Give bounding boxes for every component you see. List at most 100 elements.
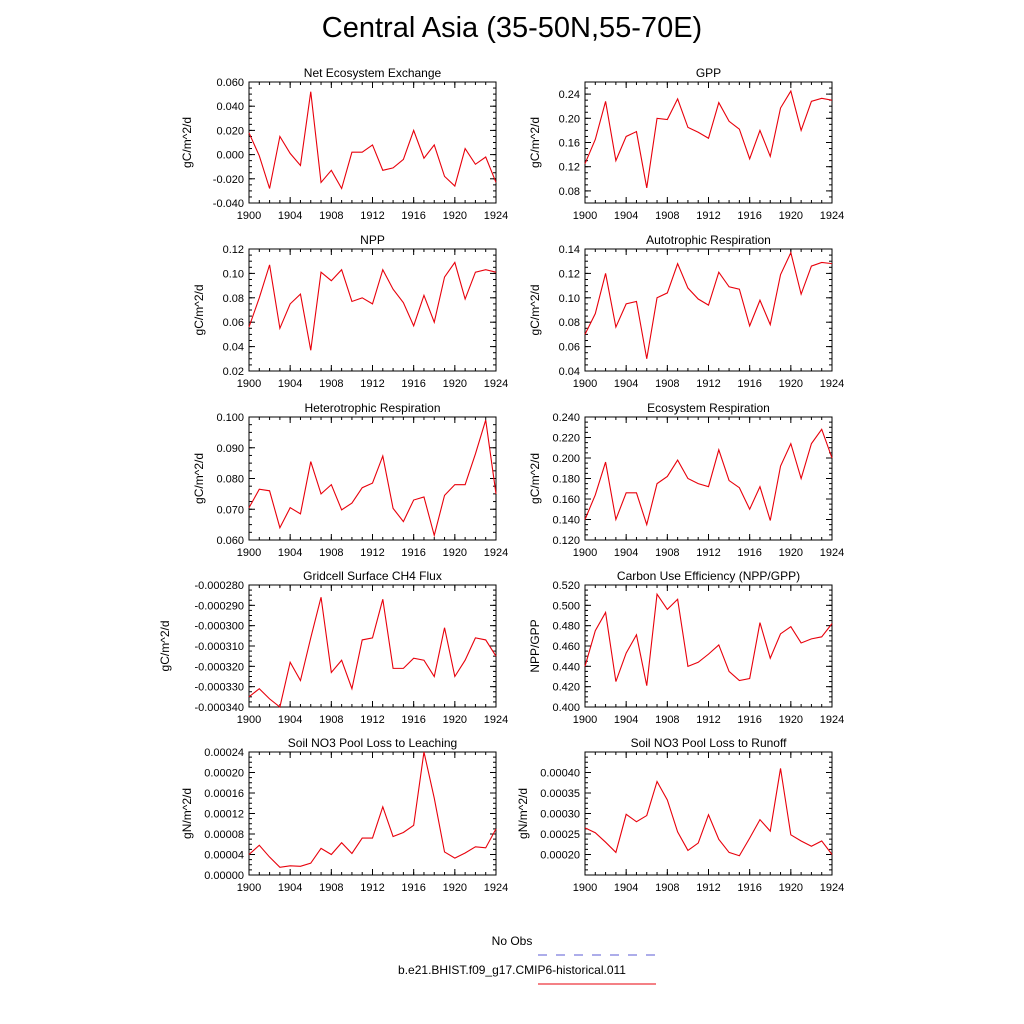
x-tick-label: 1916	[401, 547, 425, 559]
x-tick-label: 1900	[237, 882, 261, 894]
x-tick-label: 1916	[737, 547, 761, 559]
y-tick-label: 0.00012	[204, 809, 244, 821]
y-tick-label: 0.06	[559, 342, 580, 354]
x-tick-label: 1912	[360, 714, 384, 726]
y-axis-label: NPP/GPP	[528, 619, 542, 672]
x-tick-label: 1908	[319, 378, 343, 390]
y-tick-label: 0.00030	[540, 809, 580, 821]
y-tick-label: 0.00004	[204, 850, 244, 862]
x-tick-label: 1912	[696, 882, 720, 894]
x-tick-label: 1920	[443, 378, 467, 390]
x-tick-label: 1912	[360, 547, 384, 559]
plot-frame	[248, 248, 497, 372]
plot-title: Gridcell Surface CH4 Flux	[303, 569, 442, 583]
x-tick-label: 1908	[319, 882, 343, 894]
y-tick-label: -0.000320	[194, 661, 244, 673]
x-tick-label: 1904	[278, 882, 302, 894]
x-tick-label: 1908	[655, 714, 679, 726]
x-tick-label: 1900	[573, 714, 597, 726]
y-tick-label: 0.440	[552, 661, 580, 673]
y-tick-label: 0.20	[559, 113, 580, 125]
series-line	[248, 419, 497, 538]
x-tick-label: 1908	[319, 714, 343, 726]
y-tick-label: 0.14	[559, 244, 580, 256]
x-tick-label: 1920	[443, 547, 467, 559]
x-tick-label: 1900	[237, 378, 261, 390]
x-tick-label: 1904	[278, 210, 302, 222]
x-tick-label: 1920	[779, 378, 803, 390]
y-tick-label: 0.00024	[204, 747, 244, 759]
y-tick-label: 0.080	[216, 474, 244, 486]
plot-title: Autotrophic Respiration	[646, 233, 771, 247]
x-tick-label: 1924	[484, 882, 508, 894]
x-tick-label: 1900	[573, 378, 597, 390]
y-axis-label: gC/m^2/d	[192, 453, 206, 504]
x-tick-label: 1912	[360, 378, 384, 390]
x-tick-label: 1916	[401, 714, 425, 726]
x-tick-label: 1916	[401, 882, 425, 894]
y-tick-label: 0.00016	[204, 788, 244, 800]
y-axis-label: gC/m^2/d	[528, 453, 542, 504]
y-tick-label: 0.16	[559, 138, 580, 150]
x-tick-label: 1908	[655, 547, 679, 559]
plot-frame	[584, 416, 833, 541]
x-tick-label: 1920	[779, 714, 803, 726]
x-tick-label: 1912	[696, 714, 720, 726]
y-tick-label: 0.00035	[540, 788, 580, 800]
y-tick-label: -0.000290	[194, 600, 244, 612]
series-line	[248, 597, 497, 708]
y-axis-label: gC/m^2/d	[180, 117, 194, 168]
x-tick-label: 1904	[614, 882, 638, 894]
x-tick-label: 1900	[573, 882, 597, 894]
y-tick-label: 0.08	[559, 186, 580, 198]
y-tick-label: 0.02	[223, 366, 244, 378]
x-tick-label: 1924	[484, 714, 508, 726]
x-tick-label: 1920	[443, 210, 467, 222]
x-tick-label: 1924	[820, 210, 844, 222]
x-tick-label: 1916	[737, 882, 761, 894]
x-tick-label: 1924	[820, 882, 844, 894]
series-line	[584, 428, 833, 527]
plot-frame	[248, 584, 497, 708]
x-tick-label: 1920	[443, 714, 467, 726]
x-tick-label: 1904	[278, 378, 302, 390]
y-tick-label: 0.00020	[204, 768, 244, 780]
x-tick-label: 1904	[614, 378, 638, 390]
x-tick-label: 1924	[820, 714, 844, 726]
y-tick-label: 0.090	[216, 443, 244, 455]
y-tick-label: 0.140	[552, 515, 580, 527]
y-tick-label: 0.070	[216, 504, 244, 516]
y-tick-label: 0.10	[559, 293, 580, 305]
plot-title: Net Ecosystem Exchange	[304, 66, 442, 80]
y-tick-label: 0.08	[559, 317, 580, 329]
y-tick-label: 0.08	[223, 293, 244, 305]
x-tick-label: 1912	[360, 882, 384, 894]
series-line	[248, 261, 497, 351]
y-tick-label: -0.000300	[194, 621, 244, 633]
x-tick-label: 1916	[401, 210, 425, 222]
plot-title: Soil NO3 Pool Loss to Leaching	[288, 736, 457, 750]
series-line	[584, 89, 833, 188]
y-tick-label: 0.240	[552, 412, 580, 424]
plot-frame	[584, 81, 833, 204]
x-tick-label: 1920	[443, 882, 467, 894]
y-tick-label: 0.120	[552, 535, 580, 547]
plot-title: Soil NO3 Pool Loss to Runoff	[631, 736, 788, 750]
y-tick-label: 0.06	[223, 317, 244, 329]
y-tick-label: 0.12	[559, 162, 580, 174]
y-tick-label: 0.00000	[204, 870, 244, 882]
y-tick-label: 0.400	[552, 702, 580, 714]
x-tick-label: 1904	[614, 210, 638, 222]
x-tick-label: 1904	[614, 547, 638, 559]
x-tick-label: 1900	[237, 547, 261, 559]
y-tick-label: 0.00040	[540, 768, 580, 780]
legend-model-label: b.e21.BHIST.f09_g17.CMIP6-historical.011	[398, 963, 626, 977]
x-tick-label: 1920	[779, 882, 803, 894]
x-tick-label: 1900	[237, 714, 261, 726]
y-tick-label: -0.000330	[194, 682, 244, 694]
y-axis-label: gC/m^2/d	[158, 621, 172, 672]
y-tick-label: 0.480	[552, 621, 580, 633]
plot-frame	[248, 416, 497, 541]
series-line	[248, 751, 497, 868]
